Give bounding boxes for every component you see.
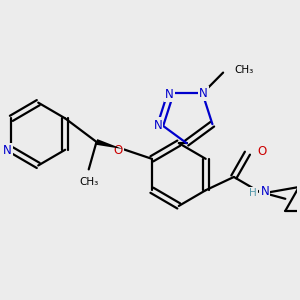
Text: N: N xyxy=(3,144,12,157)
Text: N: N xyxy=(260,185,269,198)
Text: CH₃: CH₃ xyxy=(235,65,254,75)
Text: N: N xyxy=(165,88,174,101)
Text: N: N xyxy=(153,118,162,132)
Text: CH₃: CH₃ xyxy=(79,177,98,187)
Polygon shape xyxy=(96,139,123,149)
Text: O: O xyxy=(113,143,122,157)
Text: N: N xyxy=(199,87,208,100)
Text: O: O xyxy=(257,145,266,158)
Text: H: H xyxy=(249,188,257,198)
